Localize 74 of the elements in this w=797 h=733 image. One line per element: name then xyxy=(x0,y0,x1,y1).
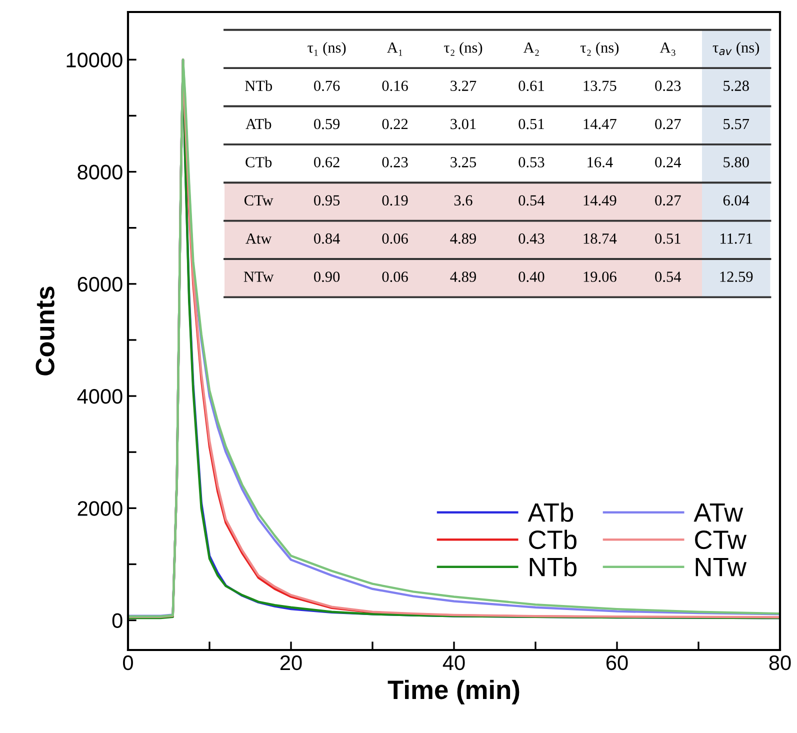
annotation: 0.51 xyxy=(655,233,680,244)
annotation: 14.49 xyxy=(584,195,616,206)
annotation: 0.53 xyxy=(518,157,544,168)
annotation: 0.59 xyxy=(314,118,340,130)
annotation: 13.75 xyxy=(584,80,616,92)
annotation: τ₂ (ns) xyxy=(580,42,619,56)
annotation: 0.61 xyxy=(518,80,544,92)
y-tick-label: 4000 xyxy=(77,389,122,404)
y-tick-label: 10000 xyxy=(66,52,122,68)
annotation: 6.04 xyxy=(723,195,750,206)
x-tick-label: 20 xyxy=(280,655,302,670)
annotation: 0.19 xyxy=(382,195,408,206)
annotation: 0.24 xyxy=(655,157,682,168)
legend-label: ATb xyxy=(528,502,574,522)
annotation: 0.23 xyxy=(382,157,408,168)
annotation: 0.27 xyxy=(655,118,681,130)
y-axis-title: Counts xyxy=(36,286,54,376)
annotation: A₂ xyxy=(523,42,539,56)
annotation: τ$_{av}$ (ns) xyxy=(712,42,759,56)
annotation: NTw xyxy=(244,272,274,282)
annotation: 0.62 xyxy=(314,157,340,168)
annotation: 0.27 xyxy=(655,195,681,206)
annotation: A₃ xyxy=(660,42,676,56)
annotation: 0.84 xyxy=(314,233,340,244)
legend-label: CTw xyxy=(695,530,747,550)
annotation: 5.57 xyxy=(724,119,750,130)
annotation: NTb xyxy=(245,80,272,91)
legend-label: ATw xyxy=(694,503,744,522)
legend-label: NTw xyxy=(696,558,747,576)
annotation: 4.89 xyxy=(450,233,476,244)
annotation: 0.54 xyxy=(655,272,682,282)
x-tick-label: 60 xyxy=(606,655,628,670)
annotation: 0.06 xyxy=(382,272,408,282)
annotation: 0.16 xyxy=(382,80,408,92)
annotation: τ₁ (ns) xyxy=(308,42,346,56)
annotation: 5.28 xyxy=(724,80,749,92)
annotation: τ₂ (ns) xyxy=(444,42,482,56)
annotation: 0.76 xyxy=(314,80,340,92)
annotation: 19.06 xyxy=(584,272,616,282)
annotation: Atw xyxy=(246,233,272,244)
annotation: CTb xyxy=(246,156,272,168)
annotation: 0.06 xyxy=(382,233,408,244)
annotation: 0.51 xyxy=(518,118,544,130)
annotation: 0.23 xyxy=(655,80,681,92)
annotation: 14.47 xyxy=(584,118,616,130)
annotation: 0.43 xyxy=(518,233,544,244)
legend-label: CTb xyxy=(529,530,576,550)
annotation: 4.89 xyxy=(450,272,476,282)
annotation: 3.25 xyxy=(450,157,476,168)
annotation: 0.54 xyxy=(518,195,545,206)
x-tick-label: 80 xyxy=(769,655,791,670)
y-tick-label: 2000 xyxy=(78,501,122,516)
annotation: CTw xyxy=(244,195,274,206)
annotation: 12.59 xyxy=(720,272,753,282)
annotation: 0.90 xyxy=(314,272,340,282)
annotation: 16.4 xyxy=(588,157,613,168)
annotation: A₁ xyxy=(387,42,402,56)
x-tick-label: 0 xyxy=(123,655,133,670)
x-axis-title: Time (min) xyxy=(388,680,520,704)
annotation: 0.22 xyxy=(382,118,408,130)
annotation: 0.95 xyxy=(314,195,340,206)
annotation: 0.40 xyxy=(518,272,544,282)
annotation: 18.74 xyxy=(584,233,617,244)
y-tick-label: 6000 xyxy=(78,276,122,292)
y-tick-label: 0 xyxy=(112,613,122,628)
annotation: ATb xyxy=(246,118,272,130)
annotation: 5.80 xyxy=(724,157,749,168)
legend-label: NTb xyxy=(530,556,576,576)
annotation: 11.71 xyxy=(720,233,752,244)
annotation: 3.01 xyxy=(450,118,476,130)
y-tick-label: 8000 xyxy=(78,164,122,180)
annotation: 3.6 xyxy=(454,195,472,206)
annotation: 3.27 xyxy=(450,80,476,92)
x-tick-label: 40 xyxy=(442,655,465,670)
